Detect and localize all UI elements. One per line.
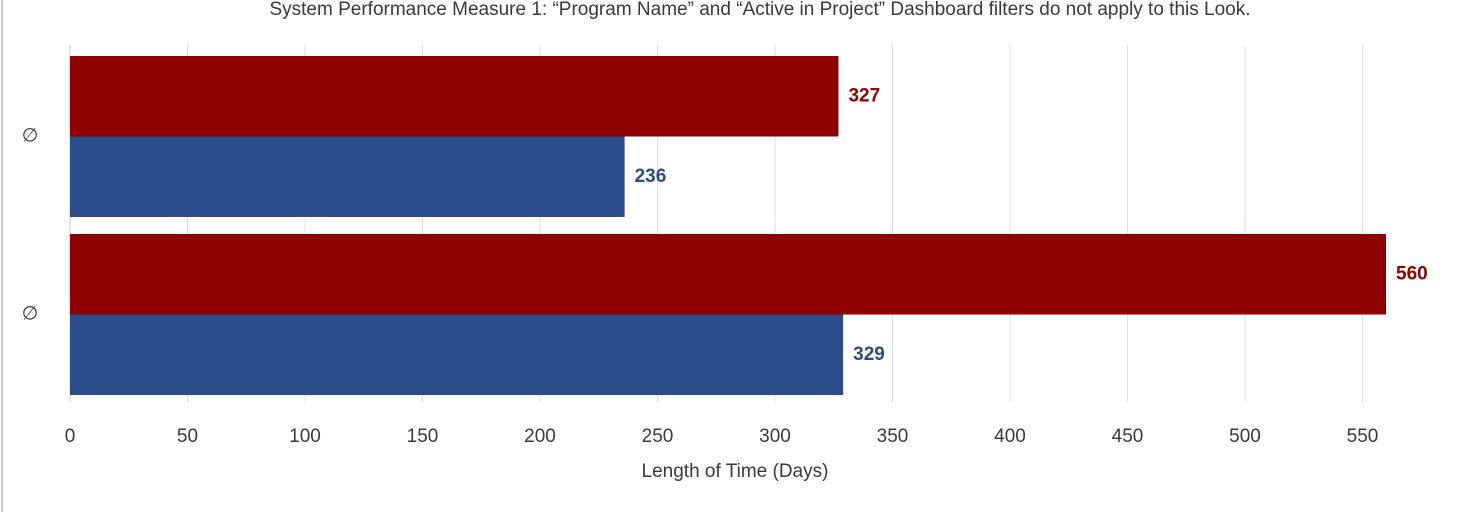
x-tick-label: 50 [177, 426, 198, 447]
y-tick-label: ∅ [22, 126, 39, 147]
x-tick-label: 200 [524, 426, 556, 447]
x-tick-label: 500 [1229, 426, 1261, 447]
chart-title: System Performance Measure 1: “Program N… [269, 0, 1250, 20]
y-tick-label: ∅ [22, 304, 39, 325]
bar [70, 234, 1386, 315]
value-label: 236 [635, 166, 667, 187]
value-label: 329 [853, 344, 885, 365]
x-tick-label: 450 [1112, 426, 1144, 447]
bar [70, 136, 625, 217]
value-label: 560 [1396, 263, 1428, 284]
x-tick-label: 400 [994, 426, 1026, 447]
value-label: 327 [848, 85, 880, 106]
x-tick-label: 550 [1347, 426, 1379, 447]
x-tick-label: 250 [642, 426, 674, 447]
x-tick-label: 100 [289, 426, 321, 447]
x-tick-label: 300 [759, 426, 791, 447]
x-axis-label: Length of Time (Days) [642, 461, 829, 482]
x-tick-label: 0 [65, 426, 76, 447]
x-tick-label: 150 [407, 426, 439, 447]
bar [70, 56, 839, 137]
bar [70, 314, 844, 395]
x-tick-label: 350 [877, 426, 909, 447]
